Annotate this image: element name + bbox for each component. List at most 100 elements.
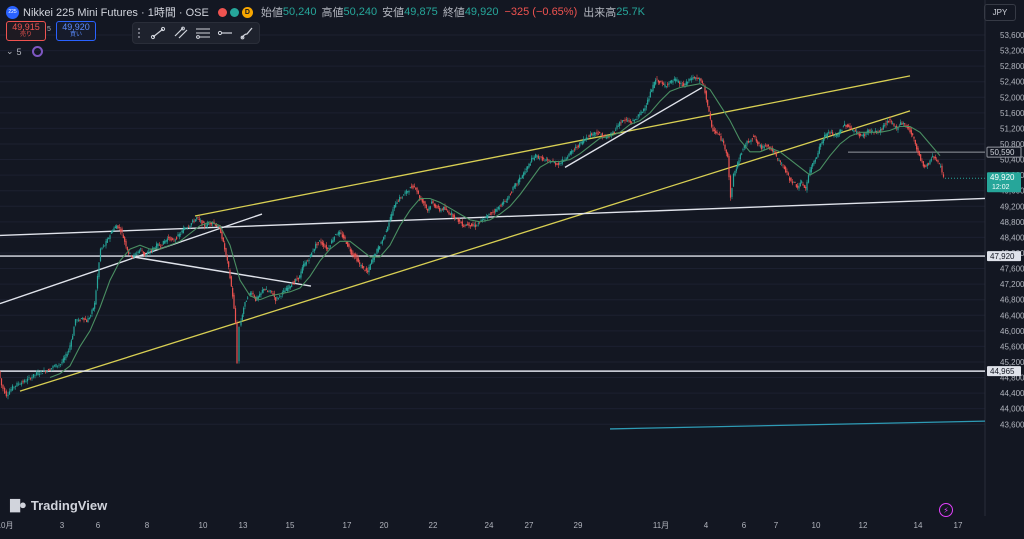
candle-body — [249, 292, 251, 296]
candle-body — [299, 275, 301, 279]
candle-body — [920, 154, 922, 161]
candle-body — [861, 135, 863, 137]
buy-price: 49,920 — [62, 22, 90, 32]
lightning-alert-icon[interactable]: ⚡ — [939, 503, 953, 517]
volume-value: 25.7K — [616, 6, 645, 18]
candle-body — [419, 195, 421, 200]
candle-body — [600, 134, 602, 136]
candle-body — [148, 251, 150, 253]
indicator-settings-icon[interactable] — [31, 46, 43, 57]
candle-body — [339, 231, 341, 235]
candle-body — [790, 177, 792, 182]
candle-body — [483, 219, 485, 220]
candle-body — [709, 112, 711, 120]
candle-body — [451, 212, 453, 215]
candle-body — [648, 98, 650, 101]
candle-body — [214, 223, 216, 226]
candle-body — [783, 166, 785, 170]
candle-body — [902, 122, 904, 124]
candle-body — [296, 278, 298, 280]
candle-body — [265, 289, 267, 290]
indicators-toggle[interactable]: ⌄ 5 — [6, 46, 43, 57]
candle-body — [475, 224, 477, 227]
change-value: −325 (−0.65%) — [504, 6, 578, 18]
parallel-channel-icon[interactable] — [173, 26, 189, 40]
y-tick-label: 46,000 — [1000, 327, 1024, 336]
brush-icon[interactable] — [239, 26, 255, 40]
candle-body — [95, 290, 97, 305]
candle-body — [220, 227, 222, 234]
data-status-badge[interactable]: D — [241, 6, 253, 18]
candle-body — [864, 134, 866, 136]
candle-body — [288, 285, 290, 290]
candle-body — [435, 204, 437, 208]
candle-body — [645, 105, 647, 108]
candle-body — [541, 156, 543, 161]
drag-handle-icon[interactable] — [137, 27, 141, 39]
candle-body — [725, 149, 727, 154]
candle-body — [205, 226, 207, 228]
candle-body — [829, 132, 831, 134]
candle-body — [548, 159, 550, 161]
candle-body — [443, 206, 445, 211]
price-tag-bg — [986, 146, 1022, 158]
candle-body — [257, 296, 259, 299]
candle-body — [820, 143, 822, 147]
candle-body — [124, 236, 126, 242]
candle-body — [445, 208, 447, 210]
ray-icon[interactable] — [217, 26, 233, 40]
candle-body — [200, 220, 202, 222]
x-tick-label: 10 — [812, 521, 821, 530]
candle-body — [271, 290, 273, 292]
candle-body — [817, 153, 819, 158]
candle-body — [360, 264, 362, 267]
drawing-toolbar — [132, 22, 260, 44]
trend-line — [0, 213, 263, 305]
candle-body — [99, 248, 102, 262]
candle-body — [411, 186, 413, 188]
candle-body — [564, 159, 566, 161]
candle-body — [441, 209, 443, 211]
candle-body — [921, 160, 923, 162]
candle-body — [379, 246, 381, 250]
bar-countdown: 12:02 — [992, 184, 1010, 191]
candle-body — [818, 146, 820, 154]
currency-selector[interactable]: JPY — [984, 4, 1016, 21]
candle-body — [233, 294, 235, 309]
candle-body — [194, 219, 196, 222]
x-tick-label: 6 — [96, 521, 101, 530]
high-value: 50,240 — [343, 6, 378, 18]
candle-body — [311, 252, 313, 257]
close-label: 終値 — [442, 7, 465, 19]
candle-body — [152, 248, 154, 252]
candle-body — [236, 322, 238, 364]
candle-body — [327, 248, 329, 249]
candle-body — [485, 216, 487, 219]
candle-body — [209, 222, 211, 225]
candle-body — [253, 295, 255, 298]
candle-body — [433, 203, 435, 207]
candle-body — [221, 231, 223, 239]
candle-body — [657, 80, 659, 83]
candle-body — [591, 133, 593, 135]
candle-body — [746, 141, 748, 145]
candle-body — [699, 78, 701, 81]
candle-body — [333, 236, 335, 241]
sell-button[interactable]: 49,915 売り — [6, 21, 46, 41]
candle-body — [102, 245, 104, 247]
candle-body — [523, 172, 525, 177]
candle-body — [540, 156, 542, 158]
buy-button[interactable]: 49,920 買い — [56, 21, 96, 41]
candle-body — [543, 158, 545, 159]
candle-body — [504, 201, 506, 202]
symbol-title[interactable]: Nikkei 225 Mini Futures · 1時間 · OSE — [23, 7, 209, 19]
candle-body — [149, 252, 151, 254]
candle-body — [785, 167, 787, 173]
candle-body — [336, 234, 338, 236]
fib-icon[interactable] — [195, 26, 211, 40]
trendline-icon[interactable] — [150, 26, 166, 40]
candle-body — [190, 223, 192, 226]
candle-body — [741, 153, 743, 155]
